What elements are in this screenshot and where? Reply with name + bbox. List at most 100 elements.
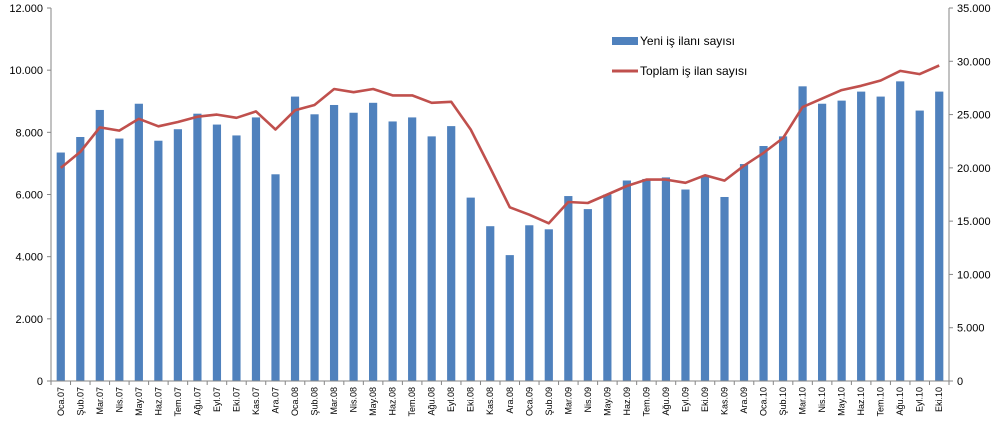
bar (349, 112, 358, 382)
bar (290, 96, 300, 382)
bar (700, 176, 710, 381)
bar (544, 229, 553, 381)
legend-bar-swatch (612, 37, 638, 45)
x-tick-label: Eki.09 (700, 387, 710, 412)
right-tick-label: 10.000 (957, 269, 991, 281)
right-tick-label: 35.000 (957, 3, 991, 15)
legend: Yeni iş ilanı sayısı Toplam iş ilan sayı… (612, 34, 747, 78)
x-tick-label: Ara.08 (505, 387, 515, 414)
bar (154, 140, 163, 381)
bar (447, 126, 456, 381)
x-tick-label: Nis.09 (583, 387, 593, 413)
x-tick-label: Eyl.10 (915, 387, 925, 412)
bar (759, 146, 768, 381)
bar-series (56, 81, 944, 382)
bar (837, 100, 846, 382)
left-tick-label: 6.000 (15, 190, 43, 202)
bar (778, 136, 788, 381)
x-tick-label: May.10 (837, 387, 847, 416)
x-tick-label: Ara.07 (271, 387, 281, 414)
x-tick-label: May.08 (368, 387, 378, 416)
x-tick-label: Eki.08 (466, 387, 476, 412)
x-tick-label: Haz.10 (856, 387, 866, 416)
bar (915, 110, 924, 381)
bar (525, 225, 534, 381)
bar (486, 226, 495, 381)
bar (896, 81, 905, 382)
bar (329, 104, 339, 381)
left-tick-label: 8.000 (15, 127, 43, 139)
bar (583, 209, 592, 381)
x-tick-label: Ağu.09 (661, 387, 671, 416)
left-tick-label: 12.000 (9, 3, 43, 15)
bar (271, 174, 280, 381)
bar (388, 121, 397, 382)
x-tick-label: Şub.08 (310, 387, 320, 416)
x-tick-label: Tem.07 (173, 387, 183, 417)
x-tick-label: Oca.07 (56, 387, 66, 416)
x-tick-label: Haz.08 (388, 387, 398, 416)
x-tick-label: Şub.09 (544, 387, 554, 416)
x-tick-label: May.09 (602, 387, 612, 416)
bar (115, 138, 124, 381)
x-tick-label: Tem.08 (407, 387, 417, 417)
line-path (59, 64, 940, 225)
x-tick-label: Eki.07 (232, 387, 242, 412)
bar (681, 189, 690, 381)
x-tick-label: Nis.10 (817, 387, 827, 413)
x-tick-label: Ara.09 (739, 387, 749, 414)
bar (212, 124, 222, 381)
x-tick-label: Mar.10 (798, 387, 808, 415)
bar (876, 96, 885, 382)
bar (56, 152, 65, 381)
x-tick-label: Şub.07 (75, 387, 85, 416)
right-y-axis: 0 5.000 10.000 15.000 20.000 25.000 30.000 35.0… (948, 3, 991, 388)
x-tick-label: Mar.08 (329, 387, 339, 415)
x-tick-label: Mar.09 (563, 387, 573, 415)
left-tick-label: 4.000 (15, 252, 43, 264)
bar (193, 113, 202, 381)
right-tick-label: 25.000 (957, 110, 991, 122)
right-tick-label: 0 (957, 376, 963, 388)
legend-line-label: Toplam iş ilan sayısı (640, 64, 747, 78)
x-tick-label: Tem.10 (876, 387, 886, 417)
bar (661, 177, 671, 381)
x-tick-label: Nis.07 (114, 387, 124, 413)
x-tick-label: Haz.09 (622, 387, 632, 416)
x-tick-label: Ağu.08 (427, 387, 437, 416)
x-tick-label: Eyl.08 (446, 387, 456, 412)
bar (857, 91, 866, 381)
x-tick-label: Kas.09 (720, 387, 730, 415)
legend-bar-label: Yeni iş ilanı sayısı (640, 34, 735, 48)
x-tick-label: Haz.07 (153, 387, 163, 416)
bar (818, 103, 827, 381)
x-tick-label: Kas.08 (485, 387, 495, 415)
bar (720, 196, 729, 381)
x-tick-label: Oca.08 (290, 387, 300, 416)
bar (622, 180, 631, 381)
x-tick-label: Şub.10 (778, 387, 788, 416)
x-tick-label: Mar.07 (95, 387, 105, 415)
bar (798, 86, 807, 381)
bar (739, 164, 749, 381)
line-series (59, 64, 940, 225)
bar (369, 102, 378, 381)
left-tick-label: 2.000 (15, 314, 43, 326)
bar (134, 103, 143, 381)
x-tick-label: Tem.09 (641, 387, 651, 417)
bar (76, 136, 85, 381)
left-tick-label: 10.000 (9, 65, 43, 77)
left-tick-label: 0 (37, 376, 43, 388)
x-tick-label: Eyl.07 (212, 387, 222, 412)
bar (935, 91, 944, 381)
x-tick-label: May.07 (134, 387, 144, 416)
bar (251, 117, 261, 381)
bar (95, 109, 104, 381)
right-tick-label: 5.000 (957, 323, 985, 335)
bar (603, 194, 612, 381)
x-axis: Oca.07 Şub.07 Mar.07 Nis.07 May.07 Haz.07 Tem.… (50, 380, 950, 417)
left-y-axis: 0 2.000 4.000 6.000 8.000 10.000 12.000 (9, 3, 52, 388)
bar (427, 136, 436, 381)
bar (232, 135, 241, 381)
